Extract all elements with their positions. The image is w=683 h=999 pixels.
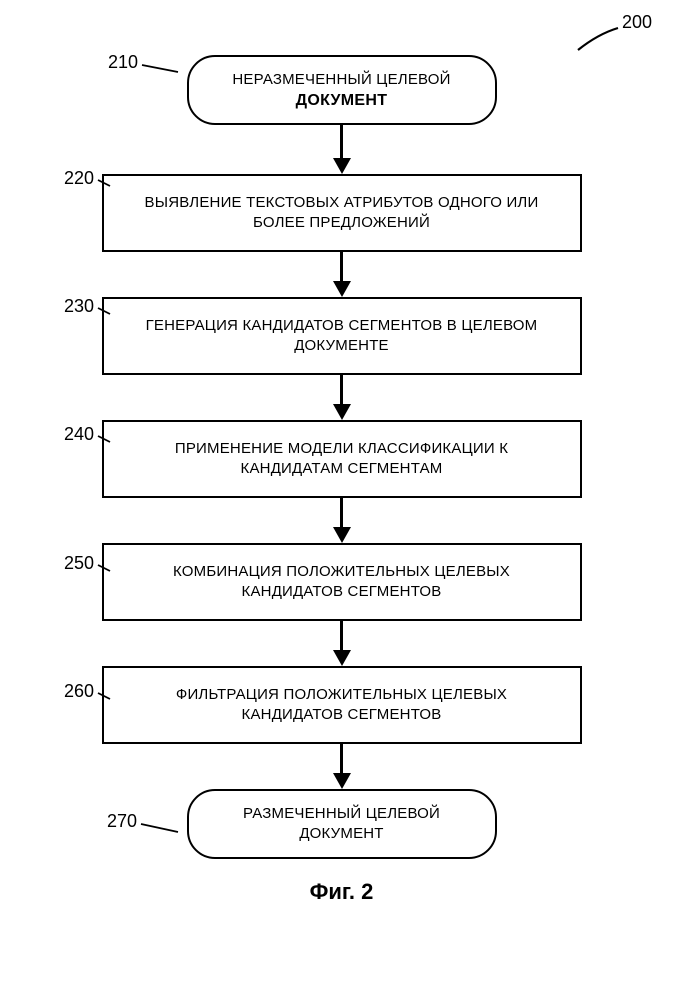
arrow-250-260 xyxy=(333,621,351,666)
node-270-text: РАЗМЕЧЕННЫЙ ЦЕЛЕВОЙ ДОКУМЕНТ xyxy=(243,804,440,845)
node-210-text: НЕРАЗМЕЧЕННЫЙ ЦЕЛЕВОЙ xyxy=(232,70,450,90)
arrow-260-270 xyxy=(333,744,351,789)
ref-label-230: 230 xyxy=(64,296,94,317)
ref-label-220: 220 xyxy=(64,168,94,189)
node-230-text: ГЕНЕРАЦИЯ КАНДИДАТОВ СЕГМЕНТОВ В ЦЕЛЕВОМ… xyxy=(146,316,538,357)
flowchart-200: НЕРАЗМЕЧЕННЫЙ ЦЕЛЕВОЙ ДОКУМЕНТ ВЫЯВЛЕНИЕ… xyxy=(0,0,683,905)
node-250-text: КОМБИНАЦИЯ ПОЛОЖИТЕЛЬНЫХ ЦЕЛЕВЫХ КАНДИДА… xyxy=(173,562,510,603)
ref-label-200: 200 xyxy=(622,12,652,33)
node-260-filter-positives: ФИЛЬТРАЦИЯ ПОЛОЖИТЕЛЬНЫХ ЦЕЛЕВЫХ КАНДИДА… xyxy=(102,666,582,744)
ref-label-210: 210 xyxy=(108,52,138,73)
node-210-bold: ДОКУМЕНТ xyxy=(296,92,388,110)
ref-label-260: 260 xyxy=(64,681,94,702)
node-240-apply-model: ПРИМЕНЕНИЕ МОДЕЛИ КЛАССИФИКАЦИИ К КАНДИД… xyxy=(102,420,582,498)
ref-label-250: 250 xyxy=(64,553,94,574)
arrow-220-230 xyxy=(333,252,351,297)
node-250-combine-positives: КОМБИНАЦИЯ ПОЛОЖИТЕЛЬНЫХ ЦЕЛЕВЫХ КАНДИДА… xyxy=(102,543,582,621)
arrow-240-250 xyxy=(333,498,351,543)
figure-caption: Фиг. 2 xyxy=(310,879,374,905)
ref-label-240: 240 xyxy=(64,424,94,445)
node-220-text: ВЫЯВЛЕНИЕ ТЕКСТОВЫХ АТРИБУТОВ ОДНОГО ИЛИ… xyxy=(145,193,539,234)
node-220-identify-attributes: ВЫЯВЛЕНИЕ ТЕКСТОВЫХ АТРИБУТОВ ОДНОГО ИЛИ… xyxy=(102,174,582,252)
arrow-230-240 xyxy=(333,375,351,420)
node-210-unmarked-document: НЕРАЗМЕЧЕННЫЙ ЦЕЛЕВОЙ ДОКУМЕНТ xyxy=(187,55,497,125)
node-260-text: ФИЛЬТРАЦИЯ ПОЛОЖИТЕЛЬНЫХ ЦЕЛЕВЫХ КАНДИДА… xyxy=(176,685,507,726)
node-230-generate-candidates: ГЕНЕРАЦИЯ КАНДИДАТОВ СЕГМЕНТОВ В ЦЕЛЕВОМ… xyxy=(102,297,582,375)
node-240-text: ПРИМЕНЕНИЕ МОДЕЛИ КЛАССИФИКАЦИИ К КАНДИД… xyxy=(175,439,508,480)
ref-label-270: 270 xyxy=(107,811,137,832)
arrow-210-220 xyxy=(333,125,351,174)
node-270-marked-document: РАЗМЕЧЕННЫЙ ЦЕЛЕВОЙ ДОКУМЕНТ xyxy=(187,789,497,859)
